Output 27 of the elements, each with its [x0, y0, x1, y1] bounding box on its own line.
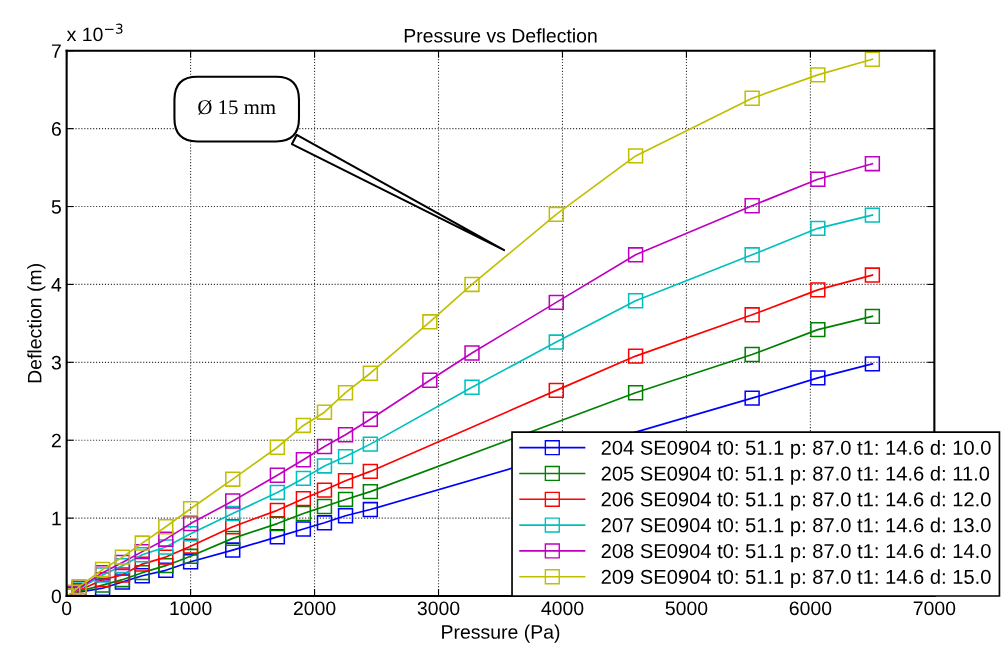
x-axis-title: Pressure (Pa)	[442, 624, 560, 643]
x-tick-label: 3000	[417, 601, 460, 616]
x-tick-label: 5000	[665, 601, 708, 616]
x-tick-label: 1000	[170, 601, 212, 616]
legend-label: 208 SE0904 t0: 51.1 p: 87.0 t1: 14.6 d: 14.0	[601, 543, 991, 563]
legend-label: 205 SE0904 t0: 51.1 p: 87.0 t1: 14.6 d: 11.0	[601, 465, 990, 485]
y-tick-label: 0	[51, 589, 62, 604]
x-tick-label: 6000	[789, 601, 832, 616]
chart-title: Pressure vs Deflection	[404, 28, 597, 43]
y-tick-label: 1	[52, 511, 61, 526]
y-tick-label: 3	[51, 355, 61, 370]
legend-label: 209 SE0904 t0: 51.1 p: 87.0 t1: 14.6 d: 15.0	[601, 569, 991, 588]
legend-label: 206 SE0904 t0: 51.1 p: 87.0 t1: 14.6 d: 12.0	[601, 491, 991, 511]
x-tick-label: 4000	[541, 601, 584, 616]
y-axis-title: Deflection (m)	[27, 264, 46, 383]
text: x 10$^{−3}$	[66, 23, 123, 42]
annotation: Ø 15 mm	[198, 99, 276, 115]
y-tick-label: 4	[51, 278, 62, 292]
y-tick-label: 5	[51, 200, 61, 214]
x-tick-label: 7000	[913, 601, 956, 616]
x-tick-label: 0	[61, 601, 72, 616]
x-tick-label: 2000	[293, 601, 336, 616]
legend-label: 207 SE0904 t0: 51.1 p: 87.0 t1: 14.6 d: 13.0	[601, 517, 991, 537]
legend-label: 204 SE0904 t0: 51.1 p: 87.0 t1: 14.6 d: 10.0	[601, 440, 991, 459]
y-tick-label: 6	[51, 122, 61, 136]
y-tick-label: 7	[51, 44, 61, 58]
y-tick-label: 2	[51, 433, 61, 448]
